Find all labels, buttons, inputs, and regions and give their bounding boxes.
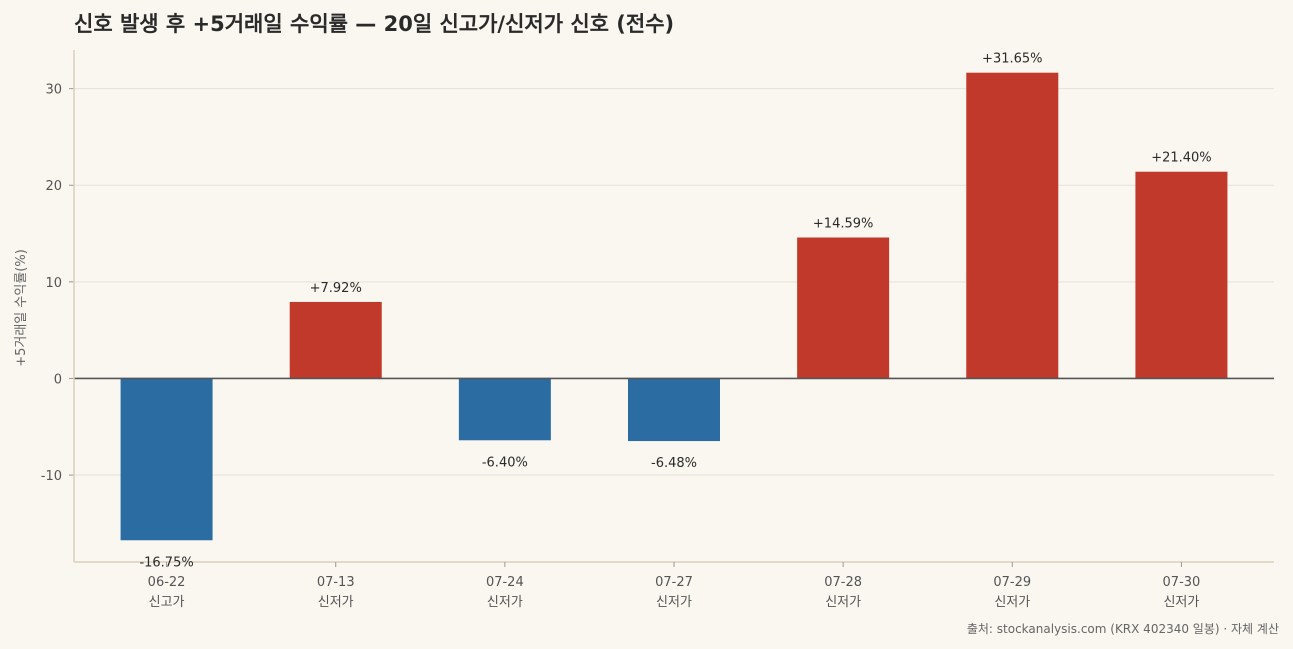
bar xyxy=(458,378,551,441)
grid-lines xyxy=(74,88,1274,476)
data-label: -16.75% xyxy=(139,555,193,570)
data-label: +21.40% xyxy=(1151,151,1211,166)
y-tick-label: 20 xyxy=(45,179,62,194)
y-tick-label: 30 xyxy=(45,83,62,98)
y-axis-title: +5거래일 수익률(%) xyxy=(14,249,29,367)
bar xyxy=(966,72,1059,379)
x-tick-label-signal: 신고가 xyxy=(149,595,185,610)
data-label: -6.48% xyxy=(651,456,697,471)
source-note: 출처: stockanalysis.com (KRX 402340 일봉) · … xyxy=(966,622,1279,636)
bar xyxy=(628,378,720,442)
data-label: -6.40% xyxy=(482,455,528,470)
y-tick-label: 10 xyxy=(45,276,62,291)
data-label: +31.65% xyxy=(982,52,1042,67)
x-tick-label-signal: 신저가 xyxy=(994,595,1030,610)
y-tick-label: -10 xyxy=(41,469,62,484)
bars xyxy=(120,72,1228,541)
x-tick-label-signal: 신저가 xyxy=(1163,595,1199,610)
bar xyxy=(1135,171,1228,379)
x-tick-label-date: 07-29 xyxy=(993,575,1031,590)
x-tick-label-date: 07-13 xyxy=(317,575,355,590)
data-label: +7.92% xyxy=(310,281,362,296)
axes: -10 0 10 20 30 06-22 신고가 07-13 신저가 07-24 신저가 07-27 신… xyxy=(41,50,1274,610)
bar xyxy=(120,378,213,541)
x-tick-label-signal: 신저가 xyxy=(656,595,692,610)
data-label: +14.59% xyxy=(813,217,873,232)
x-tick-label-signal: 신저가 xyxy=(318,595,354,610)
x-tick-label-date: 07-27 xyxy=(655,575,693,590)
bar xyxy=(797,237,890,379)
x-tick-label-signal: 신저가 xyxy=(825,595,861,610)
x-tick-label-date: 07-28 xyxy=(824,575,862,590)
bar xyxy=(289,301,382,379)
x-tick-label-date: 06-22 xyxy=(148,575,186,590)
x-tick-label-date: 07-24 xyxy=(486,575,524,590)
chart-title: 신호 발생 후 +5거래일 수익률 — 20일 신고가/신저가 신호 (전수) xyxy=(74,12,675,36)
x-tick-label-signal: 신저가 xyxy=(487,595,523,610)
x-tick-label-date: 07-30 xyxy=(1163,575,1201,590)
data-labels: -16.75% +7.92% -6.40% -6.48% +14.59% +31.65% +… xyxy=(139,52,1211,571)
y-tick-label: 0 xyxy=(54,372,62,387)
